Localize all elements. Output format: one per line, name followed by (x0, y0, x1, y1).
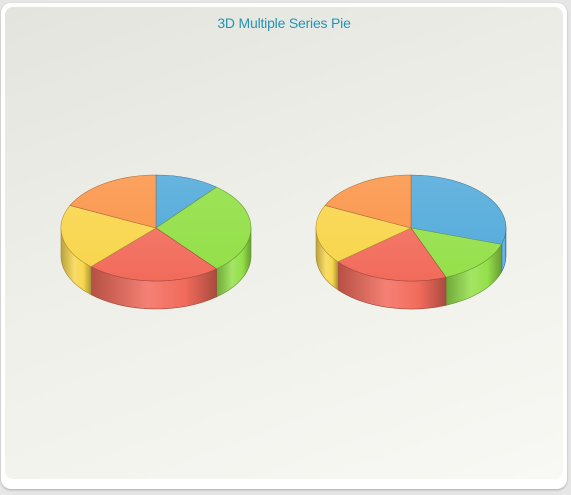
pie-2-slice-5[interactable] (324, 174, 412, 229)
pie-1-slice-4[interactable] (60, 205, 157, 267)
pie-2-slice-3[interactable] (337, 227, 447, 282)
pie-1 (60, 174, 252, 310)
chart-title: 3D Multiple Series Pie (217, 15, 351, 31)
chart-frame: 3D Multiple Series Pie (1, 3, 567, 489)
plot-area: 3D Multiple Series Pie (5, 7, 563, 479)
pie-2-top (315, 174, 507, 282)
pie-2-slice-1[interactable] (410, 174, 507, 245)
pie-1-slice-5[interactable] (69, 174, 157, 229)
pie-2-slice-4[interactable] (315, 205, 412, 263)
pie-1-top (60, 174, 252, 282)
pie-1-slice-3[interactable] (90, 227, 217, 282)
pie-2-slice-2[interactable] (410, 227, 502, 278)
pie-1-slice-2[interactable] (155, 186, 252, 270)
pie-charts (60, 174, 507, 310)
pie-2 (315, 174, 507, 310)
pie-1-slice-1[interactable] (155, 174, 217, 229)
